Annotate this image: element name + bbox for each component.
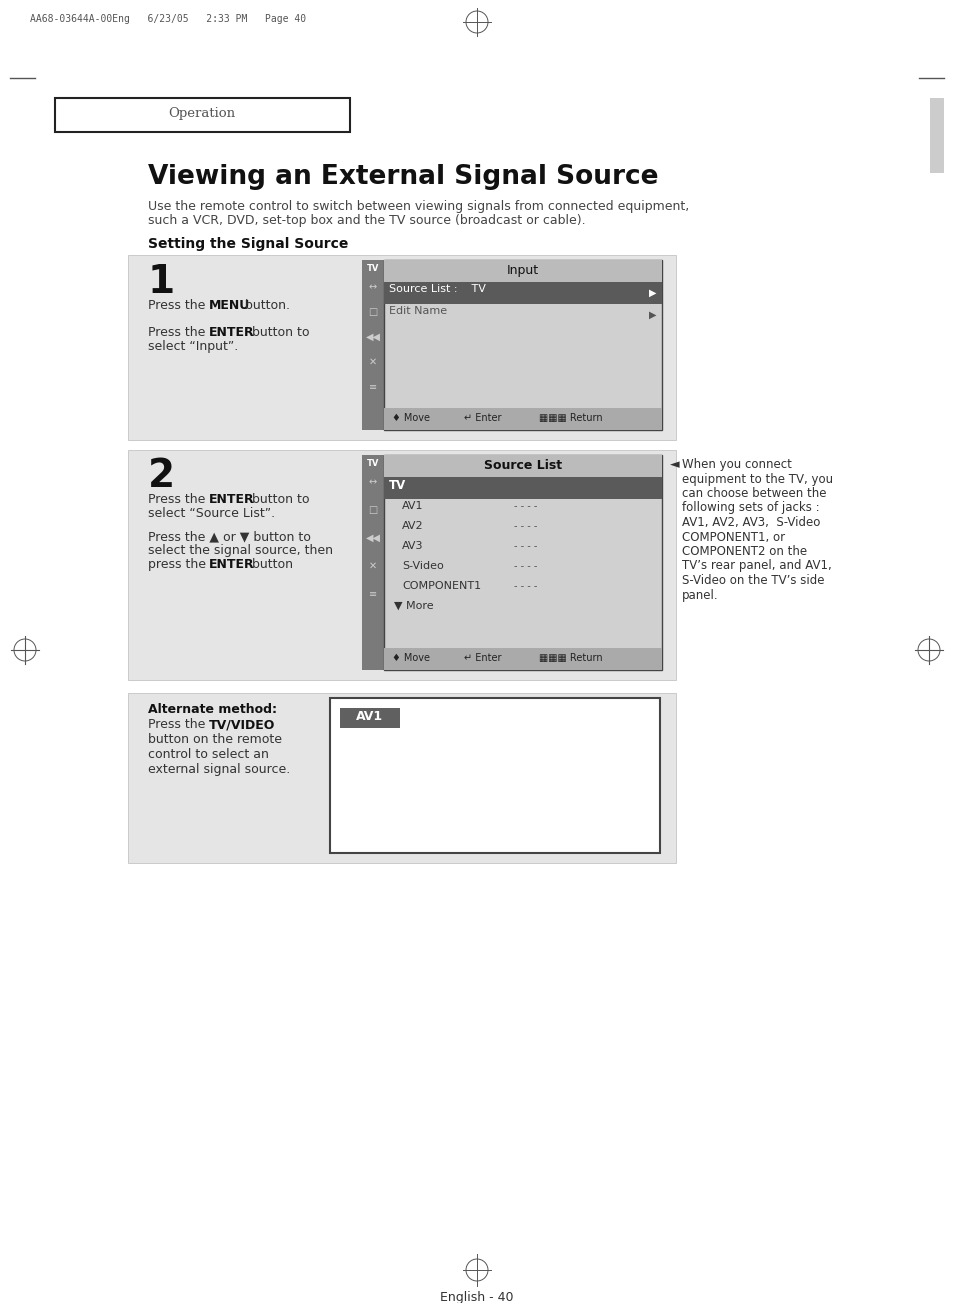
Text: TV/VIDEO: TV/VIDEO (209, 718, 275, 731)
Text: equipment to the TV, you: equipment to the TV, you (681, 473, 832, 486)
Text: ≡: ≡ (369, 382, 376, 392)
Text: When you connect: When you connect (681, 457, 791, 470)
Text: Setting the Signal Source: Setting the Signal Source (148, 237, 348, 251)
Text: press the: press the (148, 558, 210, 571)
Text: button to: button to (248, 326, 309, 339)
Text: ENTER: ENTER (209, 558, 254, 571)
Text: ≡: ≡ (369, 589, 376, 599)
Text: Alternate method:: Alternate method: (148, 704, 276, 717)
Text: TV’s rear panel, and AV1,: TV’s rear panel, and AV1, (681, 559, 831, 572)
Bar (128, 255, 676, 440)
Text: - - - -: - - - - (514, 541, 537, 551)
Bar (384, 455, 661, 670)
Text: □: □ (368, 506, 377, 515)
Text: select “Source List”.: select “Source List”. (148, 507, 274, 520)
Text: AV1: AV1 (401, 500, 423, 511)
Text: S-Video: S-Video (401, 562, 443, 571)
Text: Press the ▲ or ▼ button to: Press the ▲ or ▼ button to (148, 530, 311, 543)
Text: ▶: ▶ (648, 288, 656, 298)
Text: ✕: ✕ (369, 562, 376, 571)
Text: - - - -: - - - - (514, 500, 537, 511)
Text: ◀◀: ◀◀ (365, 332, 380, 341)
Text: can choose between the: can choose between the (681, 487, 825, 500)
Text: Viewing an External Signal Source: Viewing an External Signal Source (148, 164, 658, 190)
Text: ♦ Move: ♦ Move (392, 653, 430, 663)
Bar (384, 261, 661, 281)
Bar (384, 648, 661, 670)
Text: ▼ More: ▼ More (394, 601, 434, 611)
Text: select “Input”.: select “Input”. (148, 340, 238, 353)
Text: external signal source.: external signal source. (148, 764, 290, 777)
Text: Edit Name: Edit Name (389, 306, 447, 317)
Text: ◀◀: ◀◀ (365, 533, 380, 543)
Text: AA68-03644A-00Eng   6/23/05   2:33 PM   Page 40: AA68-03644A-00Eng 6/23/05 2:33 PM Page 4… (30, 14, 306, 23)
Text: ↵ Enter: ↵ Enter (463, 653, 501, 663)
Text: - - - -: - - - - (514, 562, 537, 571)
Text: following sets of jacks :: following sets of jacks : (681, 502, 819, 515)
Bar (384, 455, 661, 477)
Text: ▦▦▦ Return: ▦▦▦ Return (538, 653, 602, 663)
Text: Input: Input (506, 265, 538, 278)
Text: such a VCR, DVD, set-top box and the TV source (broadcast or cable).: such a VCR, DVD, set-top box and the TV … (148, 214, 585, 227)
Bar (128, 693, 676, 863)
Text: COMPONENT1, or: COMPONENT1, or (681, 530, 784, 543)
Bar (929, 98, 943, 173)
Text: Press the: Press the (148, 718, 209, 731)
Bar (384, 261, 661, 430)
Bar (339, 708, 399, 728)
Text: AV1: AV1 (356, 710, 383, 723)
Text: ♦ Move: ♦ Move (392, 413, 430, 423)
Bar (384, 477, 661, 499)
Text: ◄: ◄ (669, 457, 679, 470)
Bar (128, 450, 676, 680)
Text: select the signal source, then: select the signal source, then (148, 543, 333, 556)
Text: Press the: Press the (148, 493, 209, 506)
Text: - - - -: - - - - (514, 581, 537, 592)
Text: button to: button to (248, 493, 309, 506)
Text: panel.: panel. (681, 589, 718, 602)
Text: - - - -: - - - - (514, 521, 537, 532)
Text: COMPONENT1: COMPONENT1 (401, 581, 480, 592)
Text: AV1, AV2, AV3,  S-Video: AV1, AV2, AV3, S-Video (681, 516, 820, 529)
Text: COMPONENT2 on the: COMPONENT2 on the (681, 545, 806, 558)
Text: ↔: ↔ (369, 477, 376, 487)
Text: Operation: Operation (169, 107, 235, 120)
Text: TV: TV (366, 265, 378, 274)
Bar (361, 261, 384, 430)
Text: Source List: Source List (483, 459, 561, 472)
Bar (361, 455, 384, 670)
Text: ↵ Enter: ↵ Enter (463, 413, 501, 423)
Text: 1: 1 (148, 263, 175, 301)
Text: Press the: Press the (148, 298, 209, 311)
Text: AV3: AV3 (401, 541, 423, 551)
Text: ENTER: ENTER (209, 493, 254, 506)
Text: ▦▦▦ Return: ▦▦▦ Return (538, 413, 602, 423)
Text: ▶: ▶ (648, 310, 656, 321)
Text: MENU: MENU (209, 298, 250, 311)
Text: button.: button. (241, 298, 290, 311)
Text: TV: TV (366, 459, 378, 468)
Text: Use the remote control to switch between viewing signals from connected equipmen: Use the remote control to switch between… (148, 199, 688, 212)
Text: ENTER: ENTER (209, 326, 254, 339)
Text: button on the remote: button on the remote (148, 734, 282, 747)
Text: TV: TV (389, 480, 406, 493)
Text: S-Video on the TV’s side: S-Video on the TV’s side (681, 575, 823, 586)
Bar (55, 98, 350, 132)
Text: AV2: AV2 (401, 521, 423, 532)
Bar (384, 281, 661, 304)
Bar (330, 698, 659, 853)
Text: button: button (248, 558, 293, 571)
Text: control to select an: control to select an (148, 748, 269, 761)
Text: 2: 2 (148, 457, 175, 495)
Text: ↔: ↔ (369, 281, 376, 292)
Text: ✕: ✕ (369, 357, 376, 367)
Text: □: □ (368, 308, 377, 317)
Text: English - 40: English - 40 (439, 1291, 514, 1303)
Bar (384, 408, 661, 430)
Text: Press the: Press the (148, 326, 209, 339)
Text: Source List :    TV: Source List : TV (389, 284, 485, 294)
